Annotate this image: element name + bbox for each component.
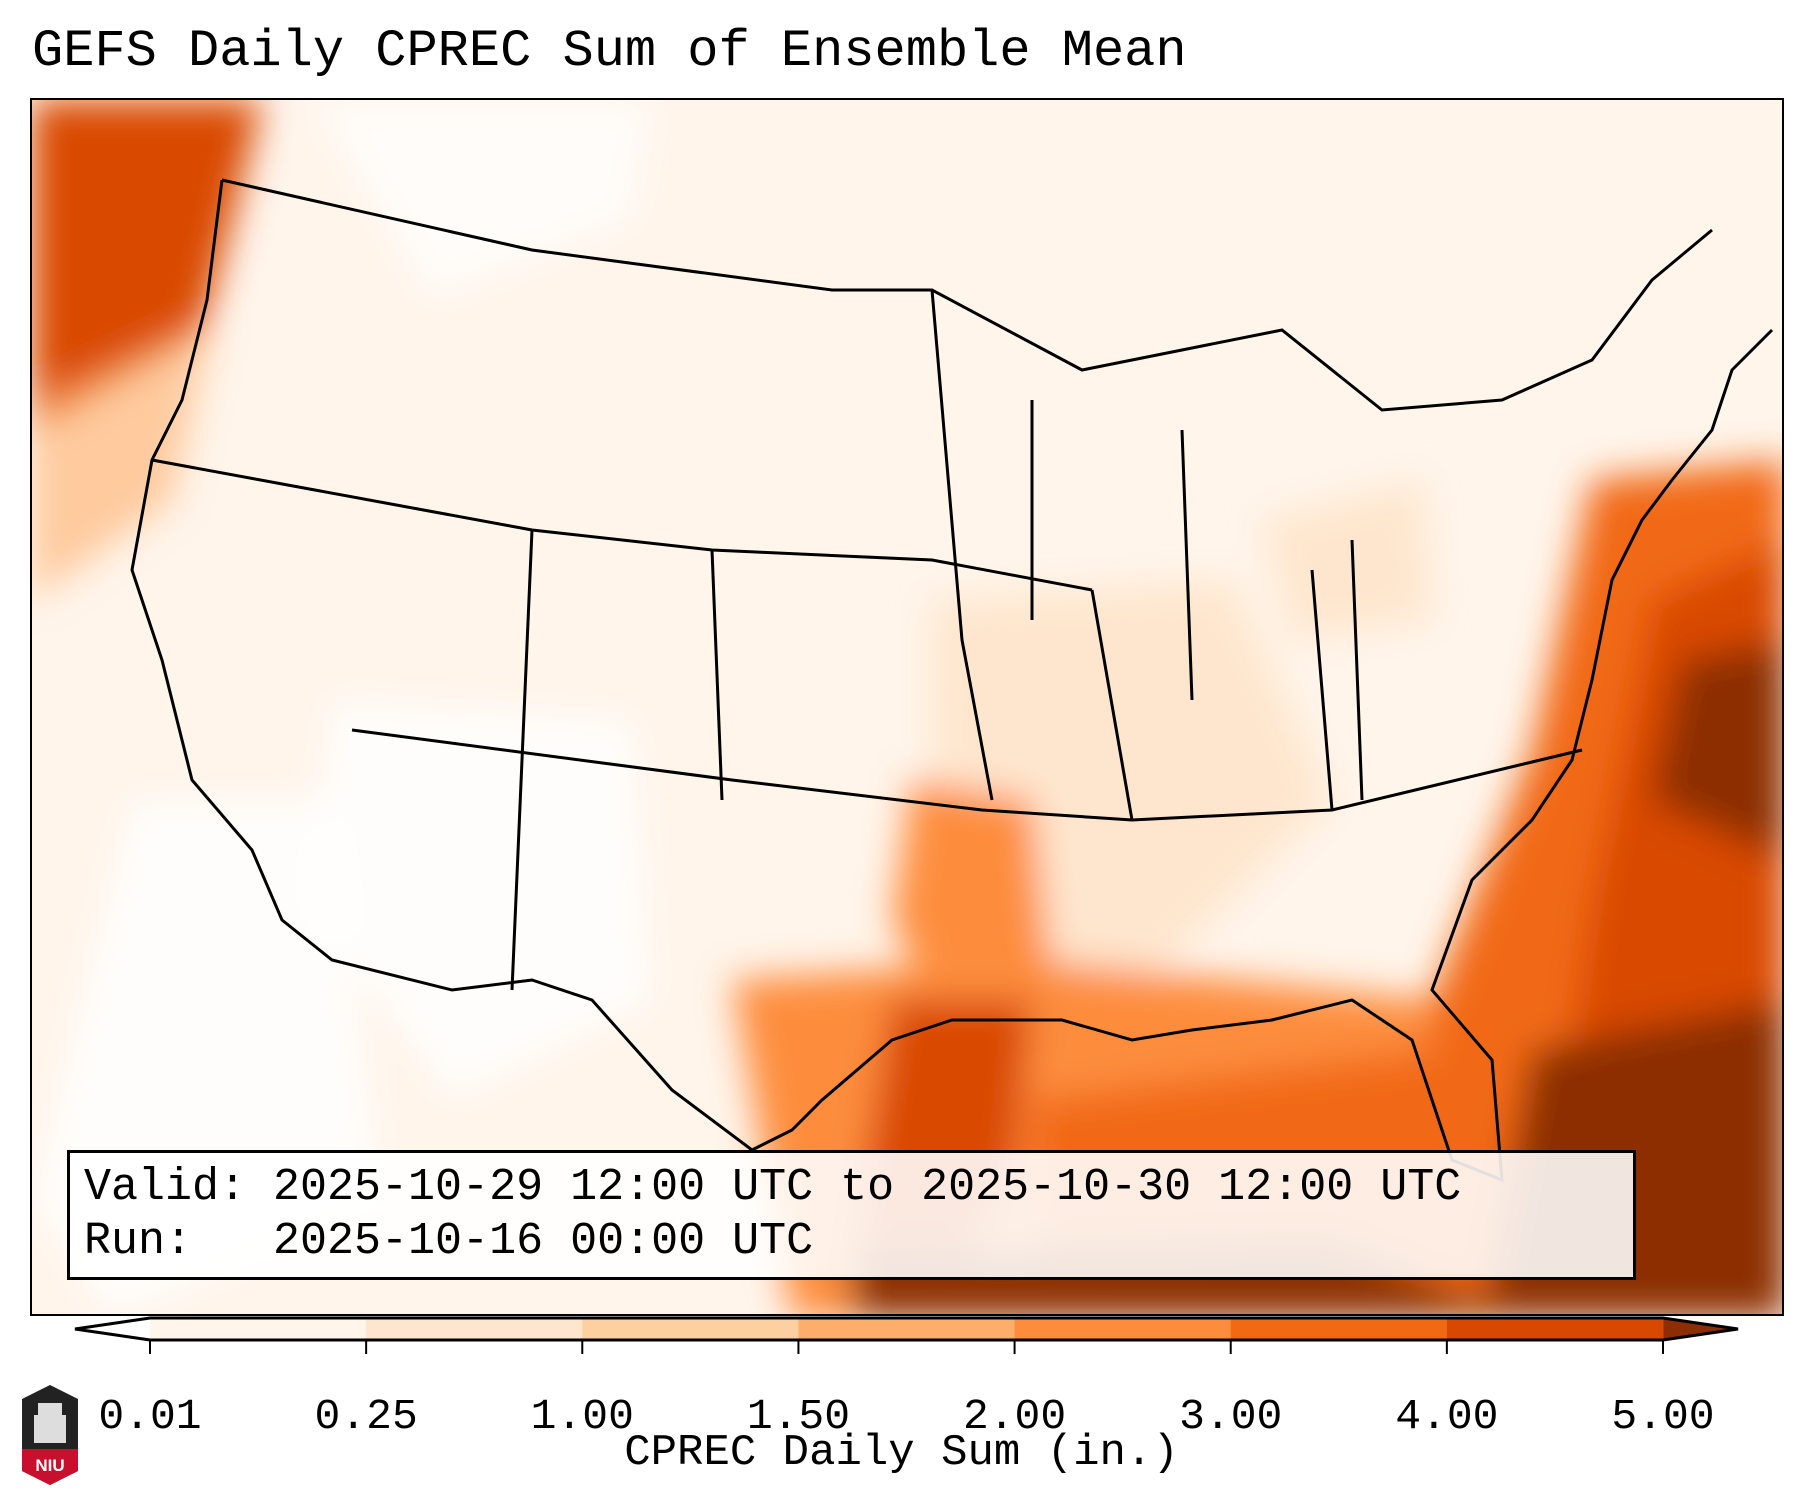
colorbar-tick-label: 4.00 [1395, 1392, 1499, 1441]
colorbar-tick-label: 0.25 [314, 1392, 418, 1441]
colorbar-tick-label: 5.00 [1611, 1392, 1715, 1441]
precip-map [30, 98, 1784, 1316]
colorbar-extend-under [75, 1318, 150, 1340]
colorbar-extend-over [1663, 1318, 1738, 1340]
niu-logo: NIU [22, 1385, 78, 1485]
colorbar-label: CPREC Daily Sum (in.) [624, 1428, 1179, 1478]
us-outline [130, 178, 1774, 1183]
colorbar-tick-label: 0.01 [98, 1392, 202, 1441]
colorbar-tick-label: 1.50 [746, 1392, 851, 1441]
colorbar-segment [582, 1318, 799, 1340]
precip-field [32, 100, 1782, 1314]
colorbar-tick-label: 2.00 [962, 1392, 1067, 1441]
colorbar-segment [1014, 1318, 1232, 1340]
colorbar-segment [1230, 1318, 1448, 1340]
colorbar-tick-label: 3.00 [1179, 1392, 1283, 1441]
colorbar-segment [798, 1318, 1016, 1340]
colorbar [74, 1316, 1739, 1354]
valid-run-annotation: Valid: 2025-10-29 12:00 UTC to 2025-10-3… [67, 1150, 1636, 1280]
colorbar-segment [150, 1318, 367, 1340]
precip-shading [32, 100, 1782, 1314]
colorbar-segment [1446, 1318, 1664, 1340]
chart-title: GEFS Daily CPREC Sum of Ensemble Mean [32, 22, 1187, 81]
logo-text: NIU [35, 1456, 64, 1475]
colorbar-tick-label: 1.00 [530, 1392, 634, 1441]
colorbar-segment [366, 1318, 583, 1340]
run-time-text: Run: 2025-10-16 00:00 UTC [84, 1216, 814, 1267]
valid-time-text: Valid: 2025-10-29 12:00 UTC to 2025-10-3… [84, 1162, 1462, 1213]
